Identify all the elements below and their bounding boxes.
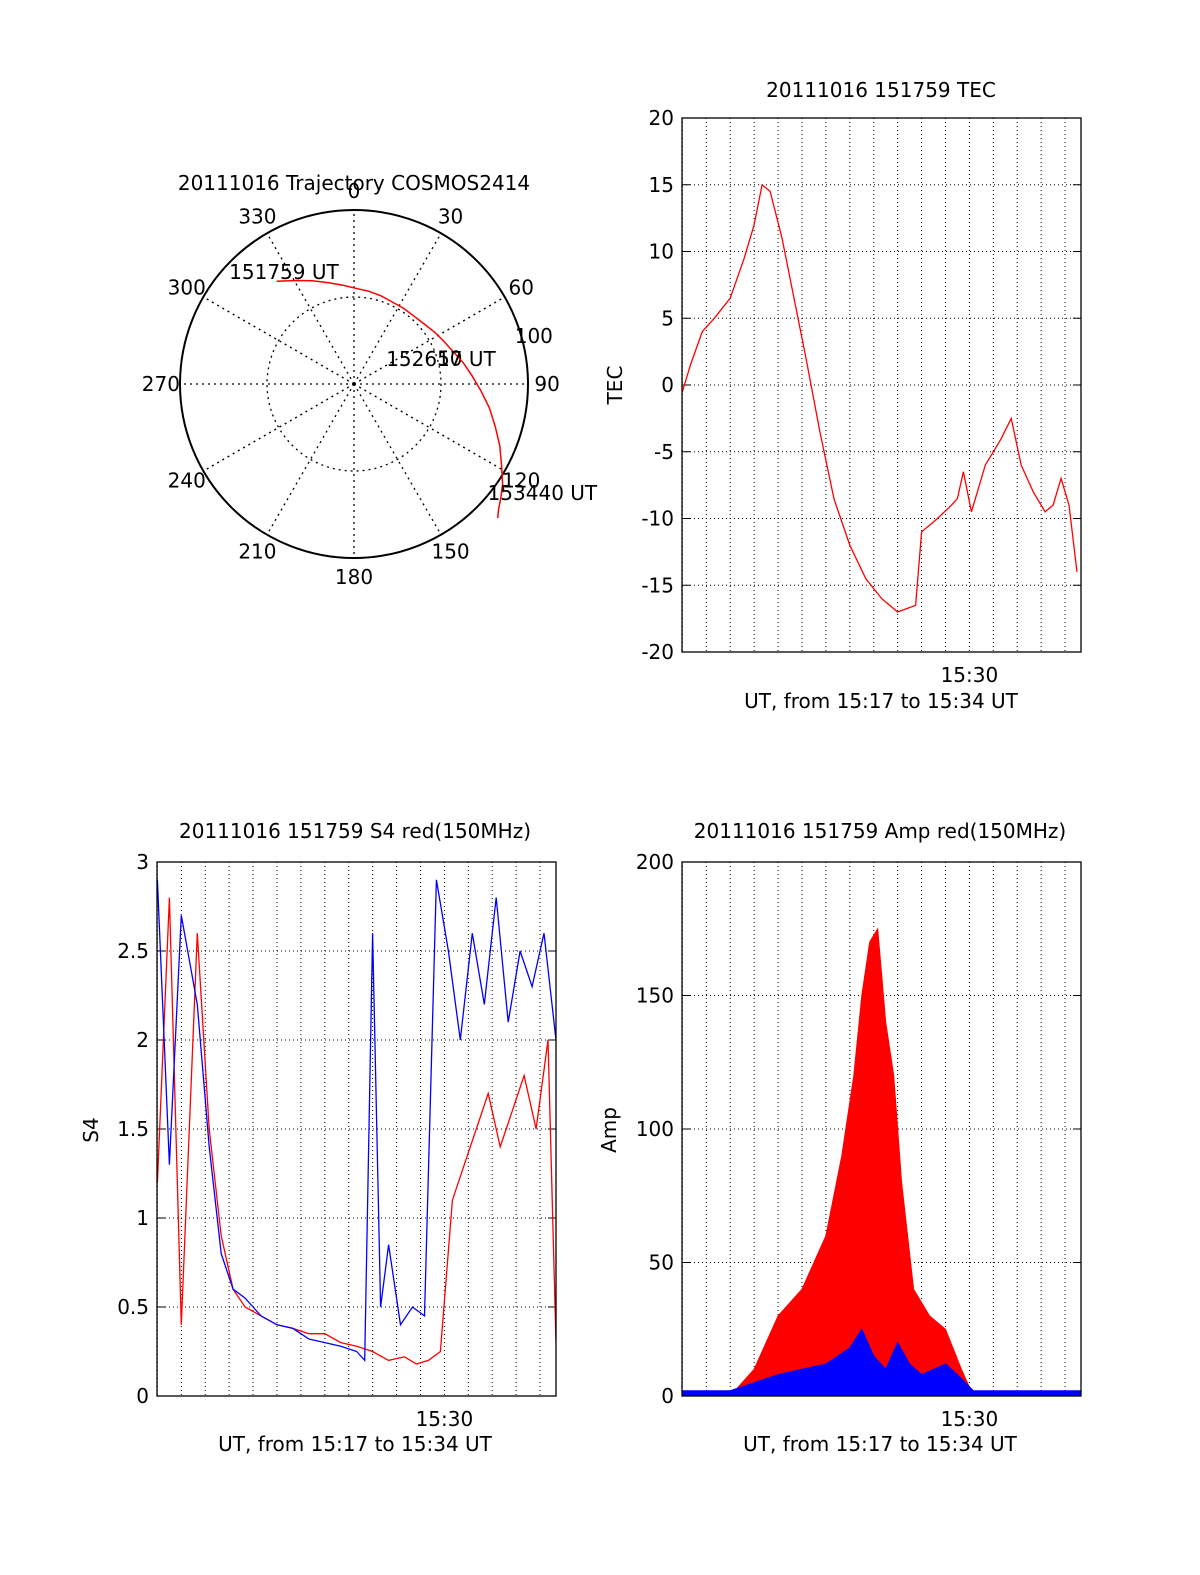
polar-spoke-120 — [353, 383, 506, 472]
polar-angle-label-120: 120 — [502, 469, 540, 493]
amp-ytick-label: 200 — [636, 850, 674, 874]
polar-angle-label-90: 90 — [534, 372, 559, 396]
amp-ytick-label: 150 — [636, 984, 674, 1008]
s4-series-blue — [157, 879, 556, 1363]
tec-ytick-label: -5 — [654, 440, 674, 464]
polar-spoke-300 — [202, 296, 355, 385]
polar-angle-label-30: 30 — [438, 205, 463, 229]
polar-angle-label-300: 300 — [168, 275, 206, 299]
tec-ytick-label: -15 — [641, 573, 674, 597]
polar-angle-label-210: 210 — [238, 539, 276, 563]
s4-chart-title: 20111016 151759 S4 red(150MHz) — [179, 819, 531, 843]
polar-spoke-210 — [266, 383, 355, 536]
amp-x-axis-label: UT, from 15:17 to 15:34 UT — [743, 1432, 1018, 1456]
amp-ytick-label: 0 — [661, 1384, 674, 1408]
s4-ytick-label: 1.5 — [117, 1117, 149, 1141]
s4-plot-frame — [156, 861, 557, 1397]
tec-ytick-label: -10 — [641, 507, 674, 531]
tec-line-chart: 20111016 151759 TEC UT, from 15:17 to 15… — [603, 78, 1082, 713]
amp-ytick-label: 100 — [636, 1117, 674, 1141]
polar-annotation-1: 152617 UT — [386, 347, 496, 371]
tec-ytick-label: 15 — [649, 173, 674, 197]
polar-spoke-150 — [353, 383, 442, 536]
tec-series-red — [682, 183, 1078, 613]
polar-grid-circle — [266, 296, 442, 472]
amp-plot-frame — [681, 861, 1082, 1397]
amp-ytick-label: 50 — [649, 1251, 674, 1275]
polar-angle-label-270: 270 — [142, 372, 180, 396]
polar-angle-label-0: 0 — [348, 179, 361, 203]
tec-chart-title: 20111016 151759 TEC — [766, 78, 996, 102]
s4-ytick-label: 1 — [136, 1206, 149, 1230]
s4-ytick-label: 0 — [136, 1384, 149, 1408]
s4-xtick-label: 15:30 — [416, 1407, 474, 1431]
polar-angle-label-240: 240 — [168, 469, 206, 493]
amp-series-red — [682, 927, 1081, 1396]
polar-trajectory-line — [276, 279, 504, 519]
polar-angle-label-60: 60 — [509, 275, 534, 299]
polar-chart-title: 20111016 Trajectory COSMOS2414 — [178, 171, 530, 195]
tec-plot-frame — [681, 117, 1082, 653]
polar-outer-circle — [179, 209, 529, 559]
tec-x-axis-label: UT, from 15:17 to 15:34 UT — [744, 689, 1019, 713]
polar-annotation-0: 151759 UT — [229, 260, 339, 284]
polar-spoke-330 — [266, 232, 355, 385]
tec-xtick-label: 15:30 — [941, 663, 999, 687]
tec-ytick-label: 10 — [649, 240, 674, 264]
polar-annotation-2: 153440 UT — [488, 481, 598, 505]
tec-ytick-label: 5 — [661, 306, 674, 330]
amp-chart-title: 20111016 151759 Amp red(150MHz) — [694, 819, 1066, 843]
amp-series-blue — [682, 1328, 1081, 1396]
tec-y-axis-label: TEC — [603, 366, 627, 406]
s4-ytick-label: 2.5 — [117, 939, 149, 963]
polar-spoke-240 — [202, 383, 355, 472]
polar-trajectory-chart: 20111016 Trajectory COSMOS2414 0 30 60 90 12… — [142, 171, 598, 589]
s4-x-axis-label: UT, from 15:17 to 15:34 UT — [218, 1432, 493, 1456]
s4-ytick-label: 3 — [136, 850, 149, 874]
s4-line-chart: 20111016 151759 S4 red(150MHz) UT, from … — [79, 819, 557, 1456]
polar-angle-label-180: 180 — [335, 565, 373, 589]
amp-y-axis-label: Amp — [597, 1107, 621, 1153]
tec-ytick-label: 20 — [649, 106, 674, 130]
tec-ytick-label: -20 — [641, 640, 674, 664]
polar-spoke-30 — [353, 232, 442, 385]
s4-y-axis-label: S4 — [79, 1117, 103, 1142]
s4-ytick-label: 0.5 — [117, 1295, 149, 1319]
polar-radial-label-100: 100 — [515, 324, 553, 348]
s4-ytick-label: 2 — [136, 1028, 149, 1052]
polar-angle-label-150: 150 — [431, 539, 469, 563]
polar-spoke-60 — [353, 296, 506, 385]
s4-series-red — [157, 897, 556, 1365]
amp-xtick-label: 15:30 — [941, 1407, 999, 1431]
tec-ytick-label: 0 — [661, 373, 674, 397]
polar-angle-label-330: 330 — [238, 205, 276, 229]
amp-area-chart: 20111016 151759 Amp red(150MHz) UT, from… — [597, 819, 1082, 1456]
